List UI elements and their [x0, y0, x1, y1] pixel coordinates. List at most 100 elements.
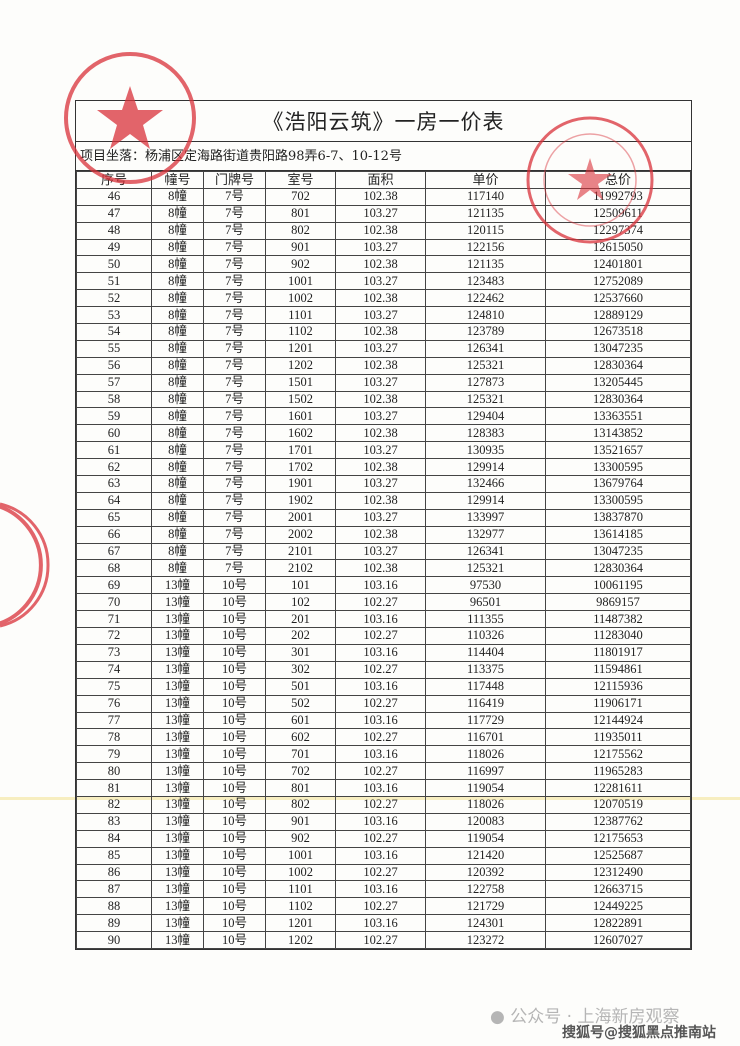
cell-door-number: 7号 — [203, 187, 266, 206]
cell-unit-price: 121135 — [425, 204, 546, 223]
cell-room: 1901 — [265, 475, 336, 493]
cell-unit-price: 97530 — [425, 576, 546, 595]
cell-unit-price: 118026 — [425, 745, 546, 764]
cell-total-price: 12509611 — [545, 204, 691, 223]
cell-row-number: 53 — [76, 306, 152, 325]
cell-row-number: 69 — [76, 576, 152, 595]
cell-row-number: 84 — [76, 829, 152, 848]
cell-total-price: 13143852 — [545, 424, 691, 443]
cell-door-number: 10号 — [203, 897, 266, 916]
cell-building: 8幢 — [151, 424, 204, 443]
cell-room: 602 — [265, 728, 336, 747]
cell-building: 8幢 — [151, 475, 204, 493]
cell-row-number: 90 — [76, 931, 152, 949]
cell-door-number: 10号 — [203, 627, 266, 645]
cell-building: 13幢 — [151, 779, 204, 797]
cell-area: 102.27 — [335, 931, 426, 949]
cell-unit-price: 125321 — [425, 559, 546, 578]
cell-unit-price: 123789 — [425, 323, 546, 341]
cell-total-price: 11965283 — [545, 762, 691, 781]
table-row: 59 8幢 7号 1601 103.27 129404 13363551 — [76, 407, 691, 426]
table-row: 79 13幢 10号 701 103.16 118026 12175562 — [76, 745, 691, 764]
cell-unit-price: 129914 — [425, 458, 546, 477]
table-row: 89 13幢 10号 1201 103.16 124301 12822891 — [76, 914, 691, 933]
cell-door-number: 7号 — [203, 407, 266, 426]
cell-area: 102.27 — [335, 795, 426, 814]
table-row: 80 13幢 10号 702 102.27 116997 11965283 — [76, 762, 691, 781]
cell-building: 13幢 — [151, 576, 204, 595]
cell-door-number: 7号 — [203, 356, 266, 375]
cell-room: 1102 — [265, 897, 336, 916]
cell-door-number: 10号 — [203, 694, 266, 713]
cell-room: 1701 — [265, 441, 336, 460]
cell-door-number: 7号 — [203, 204, 266, 223]
cell-building: 13幢 — [151, 762, 204, 781]
cell-room: 801 — [265, 779, 336, 797]
cell-unit-price: 121135 — [425, 255, 546, 274]
cell-area: 103.27 — [335, 508, 426, 527]
cell-total-price: 12281611 — [545, 779, 691, 797]
cell-area: 103.27 — [335, 441, 426, 460]
cell-door-number: 10号 — [203, 745, 266, 764]
table-row: 54 8幢 7号 1102 102.38 123789 12673518 — [76, 323, 691, 341]
cell-unit-price: 124301 — [425, 914, 546, 933]
cell-building: 13幢 — [151, 694, 204, 713]
cell-total-price: 11283040 — [545, 627, 691, 645]
cell-total-price: 13614185 — [545, 525, 691, 544]
cell-room: 1002 — [265, 289, 336, 308]
table-row: 74 13幢 10号 302 102.27 113375 11594861 — [76, 660, 691, 679]
table-row: 82 13幢 10号 802 102.27 118026 12070519 — [76, 795, 691, 814]
cell-building: 8幢 — [151, 458, 204, 477]
cell-area: 103.16 — [335, 610, 426, 629]
cell-unit-price: 121420 — [425, 846, 546, 865]
cell-room: 1202 — [265, 931, 336, 949]
cell-row-number: 59 — [76, 407, 152, 426]
cell-room: 2002 — [265, 525, 336, 544]
cell-area: 102.38 — [335, 390, 426, 409]
cell-unit-price: 114404 — [425, 643, 546, 662]
table-row: 87 13幢 10号 1101 103.16 122758 12663715 — [76, 880, 691, 899]
cell-unit-price: 126341 — [425, 339, 546, 358]
table-row: 83 13幢 10号 901 103.16 120083 12387762 — [76, 812, 691, 831]
cell-building: 13幢 — [151, 931, 204, 949]
column-header: 单价 — [425, 171, 546, 189]
cell-total-price: 12673518 — [545, 323, 691, 341]
cell-door-number: 10号 — [203, 880, 266, 899]
cell-building: 13幢 — [151, 643, 204, 662]
cell-unit-price: 116419 — [425, 694, 546, 713]
table-row: 48 8幢 7号 802 102.38 120115 12297374 — [76, 221, 691, 240]
cell-total-price: 13300595 — [545, 491, 691, 510]
cell-area: 102.27 — [335, 593, 426, 612]
table-row: 56 8幢 7号 1202 102.38 125321 12830364 — [76, 356, 691, 375]
cell-unit-price: 125321 — [425, 390, 546, 409]
cell-row-number: 51 — [76, 272, 152, 291]
cell-room: 1101 — [265, 306, 336, 325]
cell-row-number: 71 — [76, 610, 152, 629]
table-row: 67 8幢 7号 2101 103.27 126341 13047235 — [76, 542, 691, 561]
wechat-icon: ● — [490, 1007, 505, 1027]
cell-total-price: 12830364 — [545, 390, 691, 409]
project-address: 项目坐落：杨浦区定海路街道贵阳路98弄6-7、10-12号 — [76, 142, 691, 171]
cell-door-number: 7号 — [203, 390, 266, 409]
cell-row-number: 58 — [76, 390, 152, 409]
cell-door-number: 10号 — [203, 677, 266, 696]
cell-door-number: 7号 — [203, 289, 266, 308]
cell-building: 8幢 — [151, 390, 204, 409]
table-header: 序号 幢号 门牌号 室号 面积 单价 总价 — [76, 171, 691, 189]
table-row: 68 8幢 7号 2102 102.38 125321 12830364 — [76, 559, 691, 578]
cell-unit-price: 117448 — [425, 677, 546, 696]
table-row: 76 13幢 10号 502 102.27 116419 11906171 — [76, 694, 691, 713]
cell-area: 103.27 — [335, 373, 426, 392]
cell-total-price: 13205445 — [545, 373, 691, 392]
cell-unit-price: 117140 — [425, 187, 546, 206]
cell-door-number: 10号 — [203, 711, 266, 730]
cell-total-price: 12115936 — [545, 677, 691, 696]
cell-total-price: 12822891 — [545, 914, 691, 933]
cell-area: 103.27 — [335, 407, 426, 426]
table-row: 90 13幢 10号 1202 102.27 123272 12607027 — [76, 931, 691, 949]
cell-row-number: 70 — [76, 593, 152, 612]
cell-door-number: 10号 — [203, 576, 266, 595]
cell-door-number: 10号 — [203, 812, 266, 831]
table-row: 51 8幢 7号 1001 103.27 123483 12752089 — [76, 272, 691, 291]
cell-row-number: 74 — [76, 660, 152, 679]
